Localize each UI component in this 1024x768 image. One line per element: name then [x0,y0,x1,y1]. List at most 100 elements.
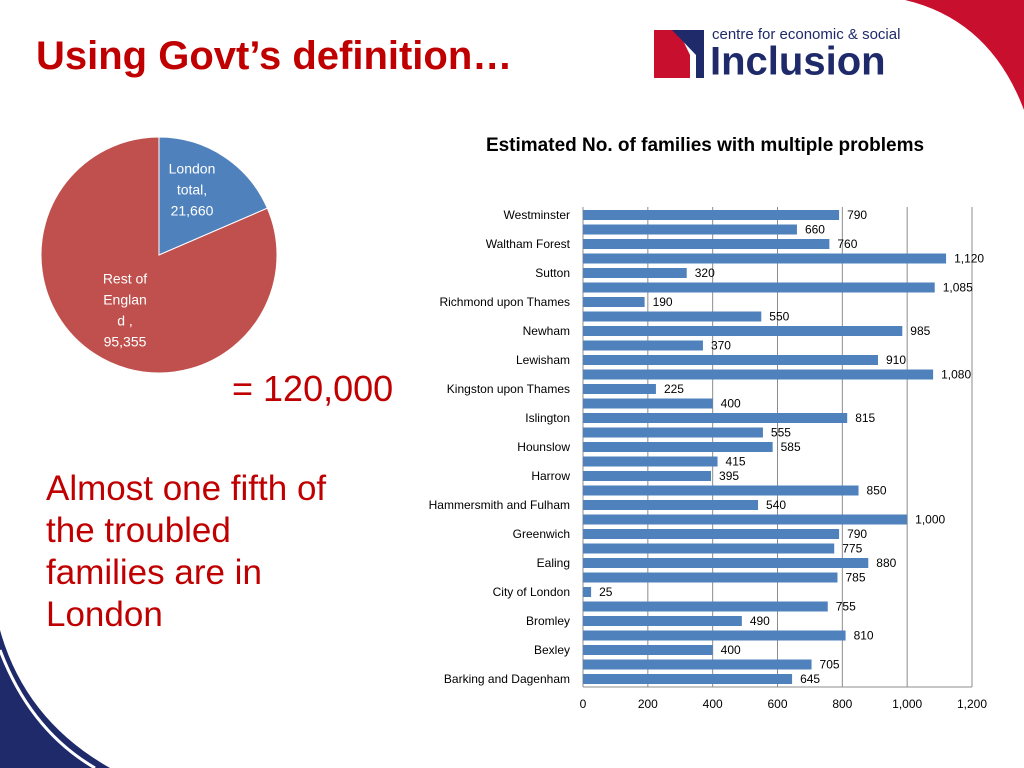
slice-label: total, [177,182,207,198]
y-tick-label: Bexley [534,643,570,657]
value-label: 540 [766,498,786,512]
bar [583,630,846,641]
value-label: 490 [750,614,770,628]
y-tick-label: Richmond upon Thames [439,295,570,309]
slice-value: 21,660 [171,203,214,219]
value-label: 705 [820,658,840,672]
bar [583,224,797,235]
bar [583,355,878,365]
value-label: 880 [876,556,896,570]
y-tick-label: Hammersmith and Fulham [429,498,570,512]
value-label: 790 [847,208,867,222]
value-label: 395 [719,469,739,483]
bar [583,572,838,583]
logo-shape [672,30,704,78]
value-label: 1,000 [915,513,945,527]
value-label: 25 [599,585,613,599]
bar [583,311,762,322]
bar [583,413,848,423]
slice-label: Rest of [103,271,147,287]
bar [583,471,712,481]
pie-slice [40,136,278,374]
total-text: = 120,000 [232,368,394,409]
bar [583,543,835,554]
value-label: 190 [653,295,673,309]
logo-title: Inclusion [710,40,886,84]
value-label: 985 [910,324,930,338]
bar [583,239,830,249]
value-label: 1,120 [954,252,984,266]
chart-title: Estimated No. of families with multiple … [485,135,925,156]
bar [583,369,934,380]
value-label: 755 [836,600,856,614]
value-label: 790 [847,527,867,541]
slice-value: 95,355 [104,334,147,350]
x-tick-label: 400 [703,697,723,711]
y-tick-label: Greenwich [513,527,570,541]
y-tick-label: Kingston upon Thames [447,382,570,396]
y-tick-label: Harrow [531,469,570,483]
slice-label: d , [117,313,133,329]
bar [583,485,859,496]
bar [583,587,592,597]
value-label: 225 [664,382,684,396]
logo-subtitle: centre for economic & social [712,26,900,43]
bar [583,674,793,684]
x-tick-label: 200 [638,697,658,711]
bar [583,253,947,264]
bar [583,398,713,409]
bar [583,529,840,539]
bar [583,268,687,278]
value-label: 400 [721,397,741,411]
swoosh-line [0,649,96,768]
bar [583,601,828,612]
bar [583,616,742,626]
value-label: 660 [805,223,825,237]
value-label: 1,080 [941,368,971,382]
logo-shape [654,30,690,78]
value-label: 645 [800,672,820,686]
value-label: 415 [726,455,746,469]
y-tick-label: Lewisham [516,353,570,367]
note-text: Almost one fifth of the troubled familie… [46,469,327,634]
bar [583,340,703,351]
bar [583,558,869,568]
slice-label: Englan [103,292,147,308]
slide-title: Using Govt’s definition… [36,34,513,78]
value-label: 850 [867,484,887,498]
bar [583,384,656,394]
x-tick-label: 800 [832,697,852,711]
bar [583,442,773,452]
value-label: 785 [845,571,865,585]
bar [583,297,645,307]
value-label: 370 [711,339,731,353]
bar [583,456,718,467]
x-tick-label: 1,200 [957,697,987,711]
value-label: 1,085 [943,281,973,295]
bar [583,210,840,220]
value-label: 910 [886,353,906,367]
y-tick-label: Bromley [526,614,570,628]
value-label: 775 [842,542,862,556]
value-label: 585 [781,440,801,454]
y-tick-label: Ealing [537,556,570,570]
slice-label: London [169,161,216,177]
value-label: 810 [854,629,874,643]
corner-decoration [905,0,1024,110]
y-tick-label: Hounslow [517,440,570,454]
value-label: 555 [771,426,791,440]
y-tick-label: Westminster [504,208,570,222]
bar [583,659,812,670]
value-label: 815 [855,411,875,425]
bar [583,427,763,438]
value-label: 400 [721,643,741,657]
y-tick-label: Barking and Dagenham [444,672,570,686]
x-tick-label: 0 [580,697,587,711]
bar [583,282,935,293]
bar [583,500,759,510]
y-tick-label: Newham [523,324,570,338]
y-tick-label: City of London [493,585,570,599]
swoosh-decoration [0,630,110,768]
